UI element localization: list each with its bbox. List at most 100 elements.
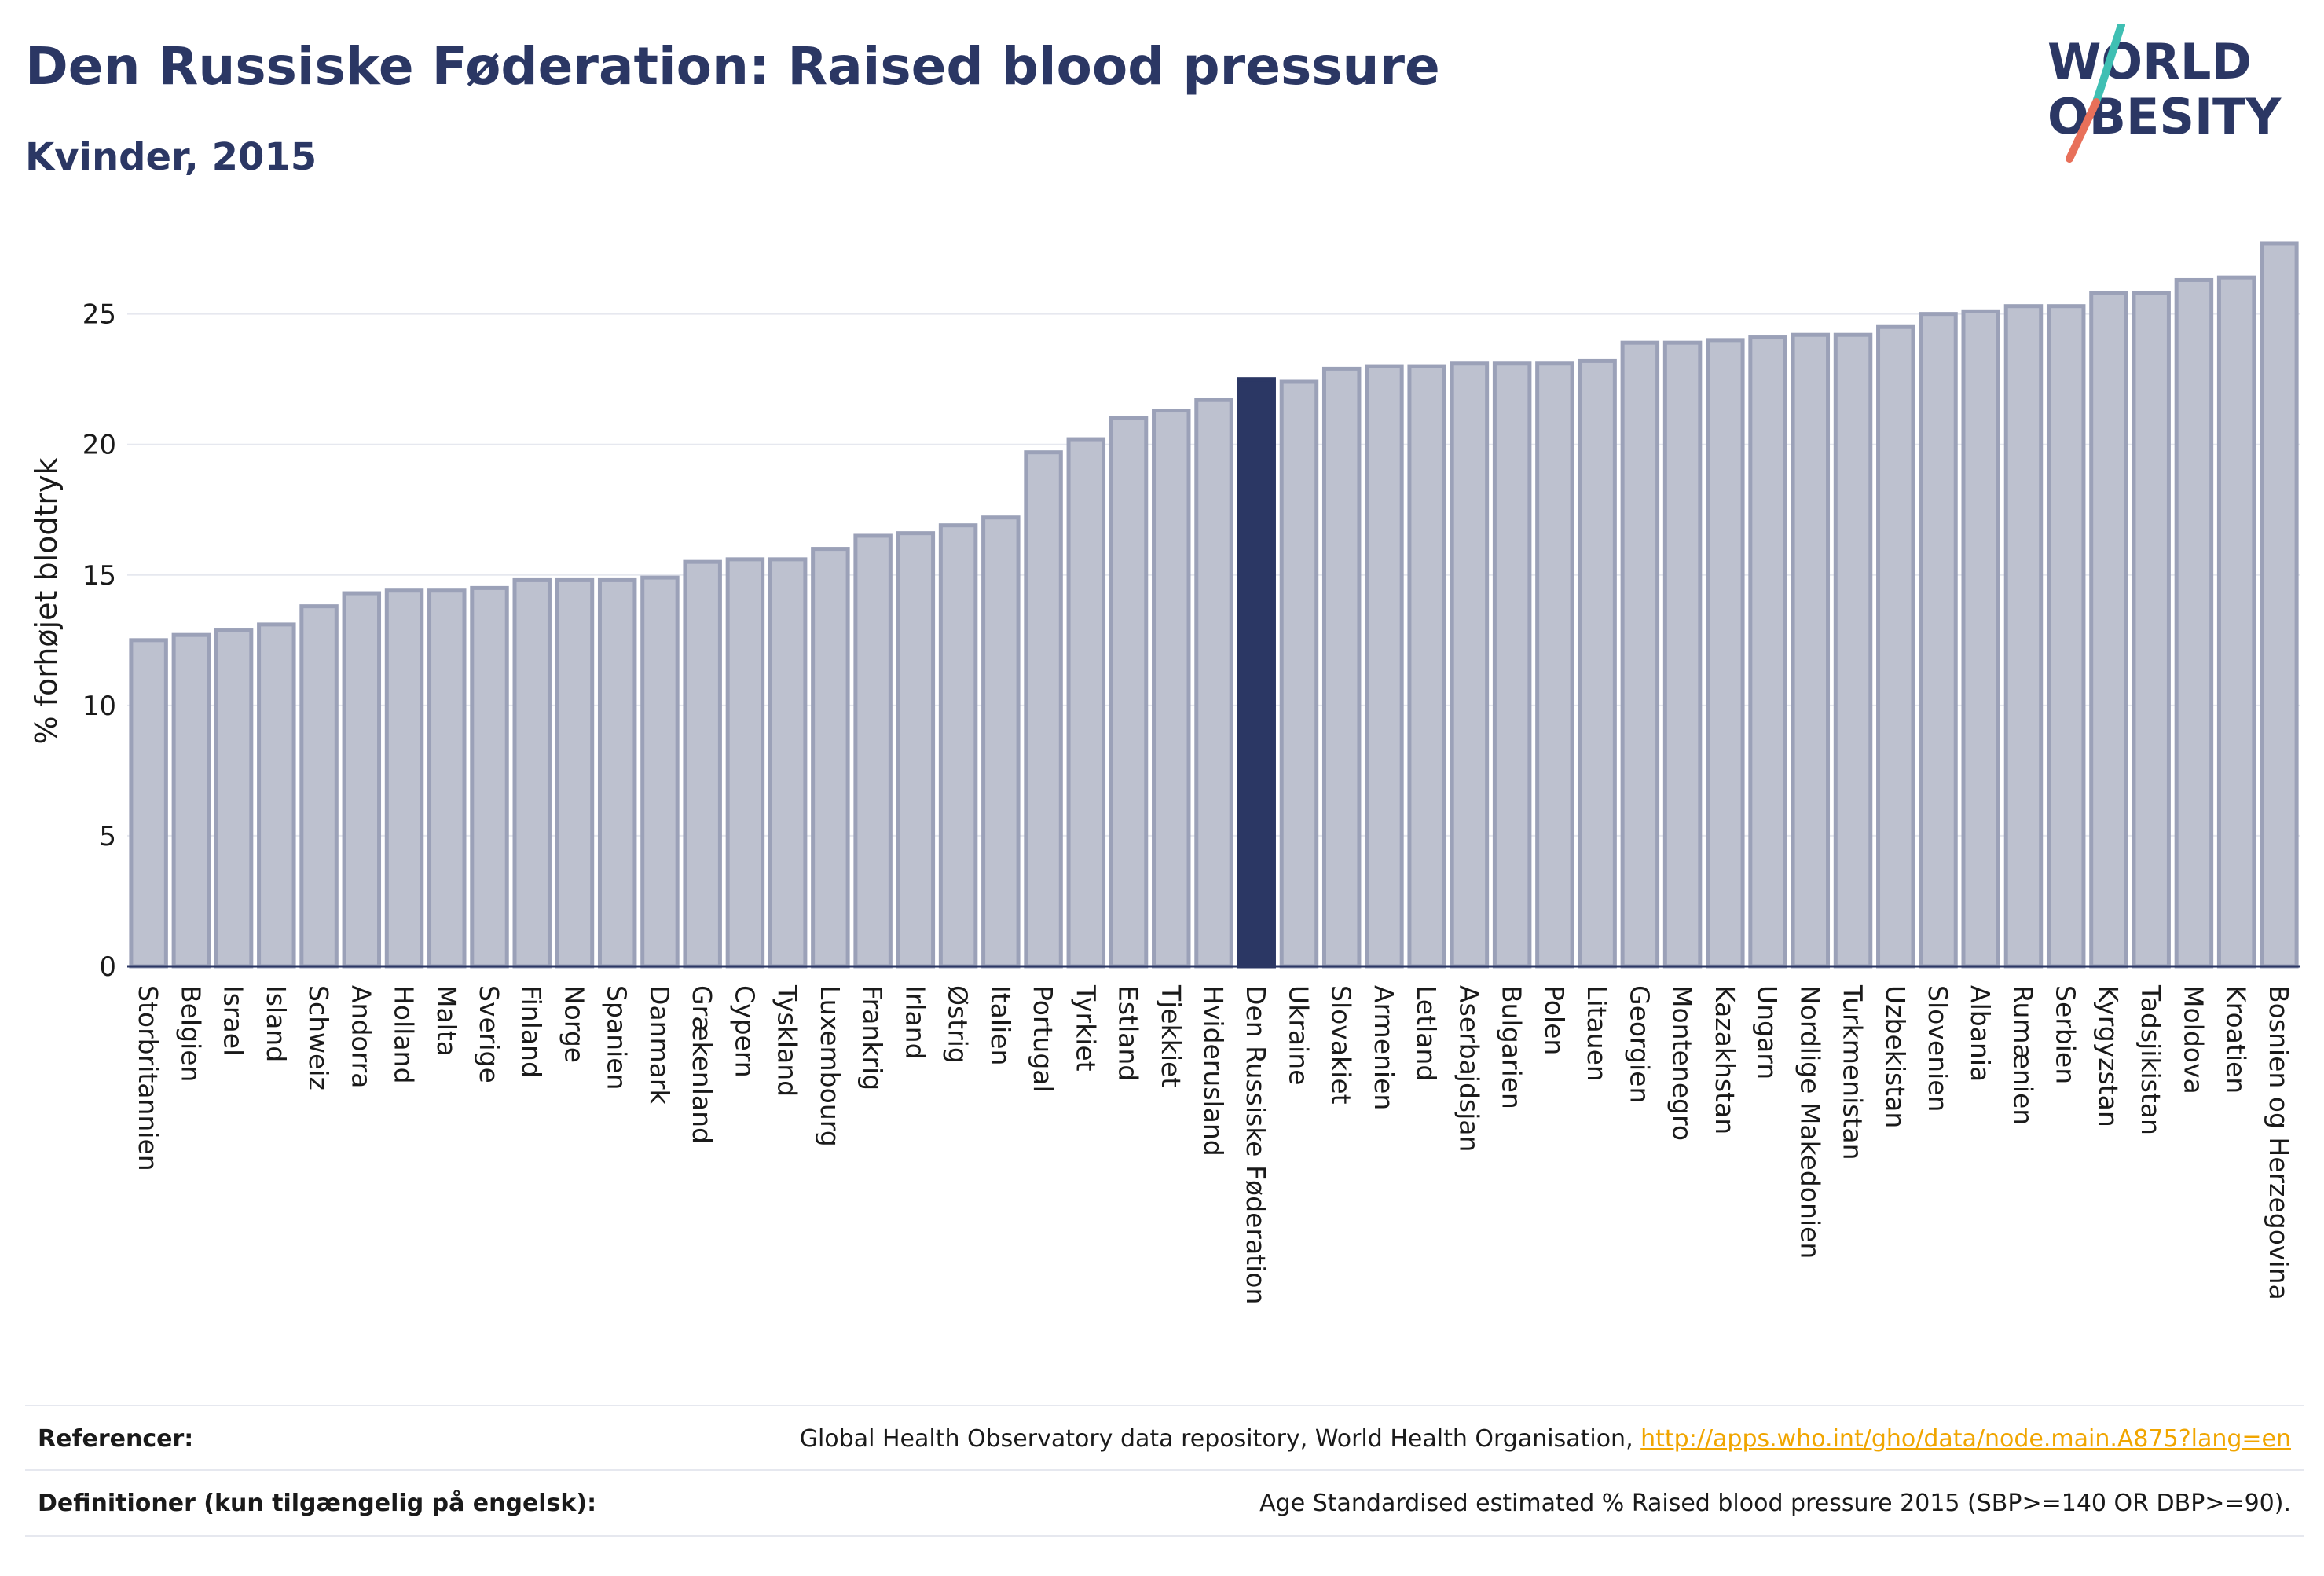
bar (2003, 304, 2044, 969)
bar (938, 523, 978, 969)
bar (1321, 366, 1362, 969)
definitions-label: Definitioner (kun tilgængelig på engelsk… (38, 1490, 597, 1517)
x-tick-label: Tyrkiet (1070, 984, 1101, 1072)
x-tick-label: Slovenien (1923, 985, 1953, 1112)
bar (768, 557, 808, 969)
x-tick-label: Litauen (1582, 985, 1612, 1082)
y-axis-label: % forhøjet blodtryk (29, 457, 64, 744)
bar (1407, 364, 1446, 969)
bar-highlight (1237, 377, 1276, 969)
x-tick-label: Belgien (175, 985, 206, 1082)
x-tick-label: Bulgarien (1497, 985, 1527, 1109)
y-tick-labels: 0 5 10 15 20 25 (82, 299, 116, 983)
bar (1365, 364, 1404, 969)
bar (512, 577, 552, 969)
x-tick-label: Tjekkiet (1156, 984, 1186, 1087)
bar (725, 557, 765, 969)
x-tick-label: Frankrig (857, 985, 888, 1090)
x-tick-label: Norge (559, 985, 589, 1063)
bar (2260, 241, 2299, 969)
bar (2132, 291, 2171, 969)
x-tick-label: Estland (1113, 985, 1144, 1081)
bar (384, 588, 424, 969)
x-tick-labels: Storbritannien Belgien Israel Island Schweiz… (133, 984, 2294, 1304)
bar (1876, 324, 1915, 969)
bar (2174, 277, 2214, 969)
x-tick-label: Hviderusland (1198, 985, 1229, 1156)
bar (683, 559, 722, 969)
bar (1024, 450, 1063, 969)
x-tick-label: Montenegro (1667, 985, 1698, 1141)
x-tick-label: Serbien (2051, 985, 2081, 1084)
x-tick-label: Ukraine (1283, 985, 1314, 1085)
x-tick-label: Holland (389, 985, 420, 1083)
references-link[interactable]: http://apps.who.int/gho/data/node.main.A… (1640, 1425, 2291, 1453)
bar (427, 588, 467, 969)
y-tick-label: 25 (82, 299, 116, 331)
y-tick-label: 0 (99, 951, 116, 983)
definitions-value: Age Standardised estimated % Raised bloo… (1259, 1490, 2291, 1517)
bar (981, 515, 1021, 969)
bar (1492, 361, 1532, 969)
bar (1450, 361, 1490, 969)
bar (2089, 291, 2128, 969)
x-tick-label: Nordlige Makedonien (1794, 985, 1825, 1259)
bar (342, 591, 382, 969)
x-tick-label: Aserbajdsjan (1453, 985, 1484, 1152)
bar (896, 531, 936, 969)
x-tick-label: Kazakhstan (1710, 985, 1740, 1134)
x-tick-label: Letland (1411, 985, 1442, 1081)
bar (171, 632, 211, 969)
x-tick-label: Tyskland (772, 984, 803, 1097)
x-tick-label: Andorra (346, 985, 376, 1088)
x-tick-label: Danmark (644, 985, 675, 1105)
bar (1535, 361, 1574, 969)
logo-line-world: WORLD (2047, 33, 2252, 90)
bar (853, 533, 893, 969)
bar (555, 577, 595, 969)
x-tick-label: Finland (516, 985, 547, 1078)
x-tick-label: Turkmenistan (1838, 984, 1868, 1160)
world-obesity-logo: WORLD OBESITY (2047, 24, 2282, 163)
chart-subtitle: Kvinder, 2015 (25, 135, 317, 179)
x-tick-label: Østrig (943, 985, 973, 1064)
x-tick-label: Kyrgyzstan (2093, 985, 2124, 1127)
bar (299, 604, 339, 969)
bar (1152, 409, 1191, 969)
bar (129, 638, 168, 969)
x-tick-label: Italien (985, 985, 1016, 1065)
x-tick-label: Kroatien (2221, 985, 2252, 1094)
x-tick-label: Island (261, 985, 291, 1062)
x-tick-label: Israel (218, 985, 249, 1056)
x-tick-label: Schweiz (303, 985, 334, 1090)
bar-chart: 0 5 10 15 20 25 Storbritannien Belgien Israel Is… (29, 241, 2300, 1304)
bar (1662, 340, 1703, 969)
bar (214, 628, 254, 969)
y-tick-label: 15 (82, 560, 116, 592)
bars-layer (129, 241, 2299, 969)
y-tick-label: 20 (82, 430, 116, 461)
x-tick-label: Spanien (602, 985, 632, 1090)
x-tick-label: Storbritannien (133, 985, 163, 1171)
logo-slash-teal (2092, 24, 2125, 106)
logo-slash-coral (2066, 98, 2100, 163)
x-tick-label: Cypern (729, 985, 760, 1078)
x-tick-label: Georgien (1624, 985, 1655, 1103)
bar (1961, 309, 2000, 969)
bar (1791, 332, 1831, 969)
definitions-row: Definitioner (kun tilgængelig på engelsk… (25, 1469, 2304, 1537)
x-tick-label: Luxembourg (815, 985, 845, 1147)
bar (1578, 358, 1617, 969)
bar (1706, 338, 1745, 969)
x-tick-label: Albania (1965, 985, 1996, 1082)
bar (257, 622, 296, 969)
x-tick-label: Ungarn (1752, 985, 1783, 1079)
y-tick-label: 5 (99, 821, 116, 852)
bar (470, 585, 509, 969)
x-tick-label: Slovakiet (1326, 985, 1357, 1105)
bar (1109, 416, 1149, 969)
chart-title: Den Russiske Føderation: Raised blood pr… (25, 36, 1440, 97)
bar (2046, 304, 2086, 969)
bar (1748, 335, 1787, 969)
x-tick-label: Den Russiske Føderation (1241, 985, 1271, 1304)
